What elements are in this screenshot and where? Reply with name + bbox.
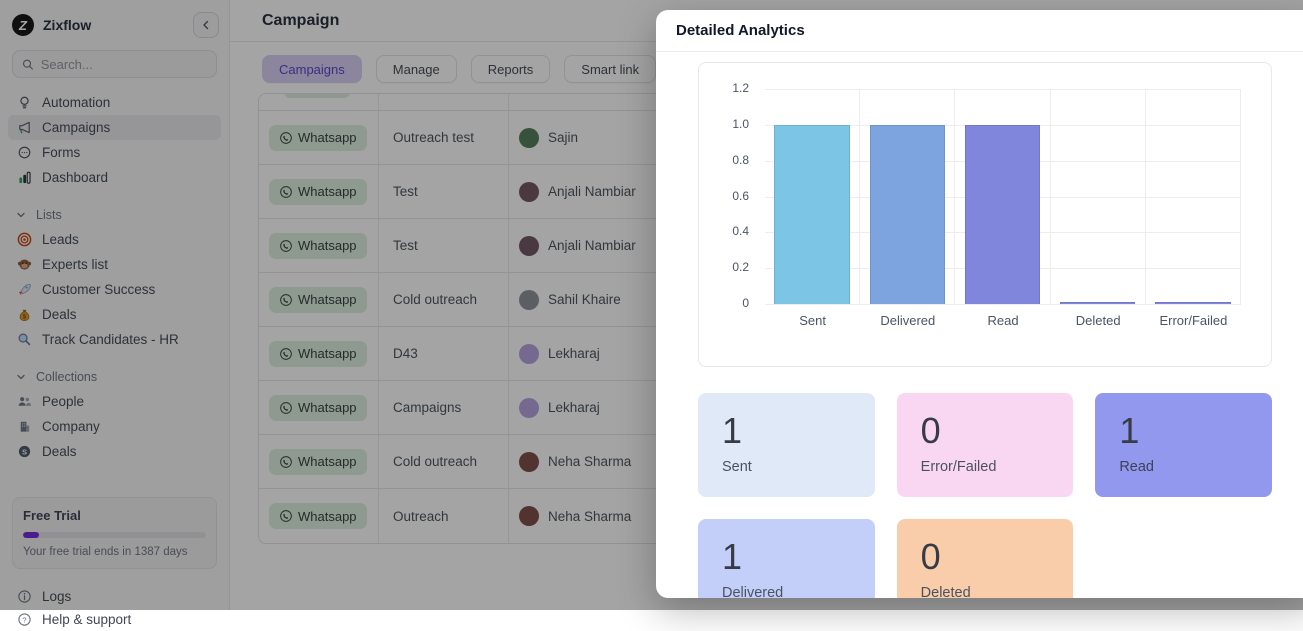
sidebar-item-help-support[interactable]: ? Help & support [8, 608, 221, 631]
chart-y-axis: 1.2 1.0 0.8 0.6 0.4 0.2 0 [699, 89, 757, 304]
sidebar-item-label: Help & support [42, 612, 131, 627]
bar-sent [774, 125, 849, 304]
stat-label: Deleted [921, 585, 1050, 598]
stat-label: Delivered [722, 585, 851, 598]
bar-read [965, 125, 1040, 304]
stat-value: 1 [722, 411, 851, 451]
stat-value: 0 [921, 411, 1050, 451]
stat-card-sent: 1 Sent [698, 393, 875, 497]
stats-grid: 1 Sent 0 Error/Failed 1 Read 1 Delivered… [698, 393, 1272, 598]
bar-error-failed [1155, 302, 1230, 304]
chart-plot-area [765, 89, 1241, 304]
modal-header: Detailed Analytics [656, 10, 1303, 52]
bar-deleted [1060, 302, 1135, 304]
stat-label: Read [1119, 459, 1248, 475]
stat-value: 0 [921, 537, 1050, 577]
stat-label: Error/Failed [921, 459, 1050, 475]
stat-card-deleted: 0 Deleted [897, 519, 1074, 598]
modal-title: Detailed Analytics [676, 22, 805, 39]
stat-card-error-failed: 0 Error/Failed [897, 393, 1074, 497]
detailed-analytics-modal: Detailed Analytics 1.2 1.0 0.8 0.6 0.4 0… [656, 10, 1303, 598]
analytics-bar-chart: 1.2 1.0 0.8 0.6 0.4 0.2 0 [698, 62, 1272, 367]
question-icon: ? [16, 612, 32, 628]
stat-label: Sent [722, 459, 851, 475]
stat-value: 1 [722, 537, 851, 577]
bar-delivered [870, 125, 945, 304]
stat-card-read: 1 Read [1095, 393, 1272, 497]
stat-card-delivered: 1 Delivered [698, 519, 875, 598]
svg-text:?: ? [22, 615, 26, 624]
stat-value: 1 [1119, 411, 1248, 451]
chart-x-axis: Sent Delivered Read Deleted Error/Failed [765, 313, 1241, 328]
